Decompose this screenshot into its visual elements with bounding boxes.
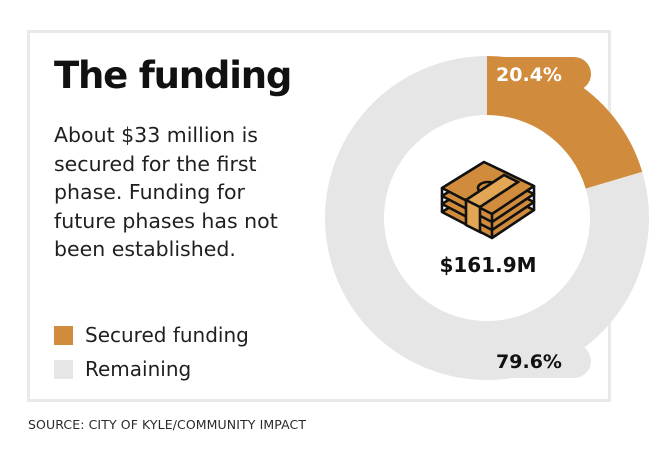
slice-label-remaining-pill-edge [487, 344, 517, 378]
slice-label-remaining: 79.6% [496, 351, 562, 373]
donut-slice-remaining [324, 56, 649, 380]
slice-label-secured: 20.4% [496, 64, 562, 86]
legend-label-remaining: Remaining [85, 357, 192, 381]
slice-label-secured-pill-edge [487, 57, 517, 91]
chart-legend: Secured funding Remaining [54, 318, 249, 386]
funding-description: About $33 million is secured for the fir… [54, 123, 278, 261]
legend-swatch-secured [54, 325, 73, 345]
page-title: The funding [54, 54, 292, 97]
legend-item-secured: Secured funding [54, 318, 249, 352]
legend-swatch-remaining [54, 359, 73, 379]
money-stack-icon [440, 160, 536, 240]
legend-item-remaining: Remaining [54, 352, 249, 386]
source-note: SOURCE: CITY OF KYLE/COMMUNITY IMPACT [28, 417, 307, 432]
total-amount: $161.9M [439, 253, 537, 277]
legend-label-secured: Secured funding [85, 323, 249, 347]
